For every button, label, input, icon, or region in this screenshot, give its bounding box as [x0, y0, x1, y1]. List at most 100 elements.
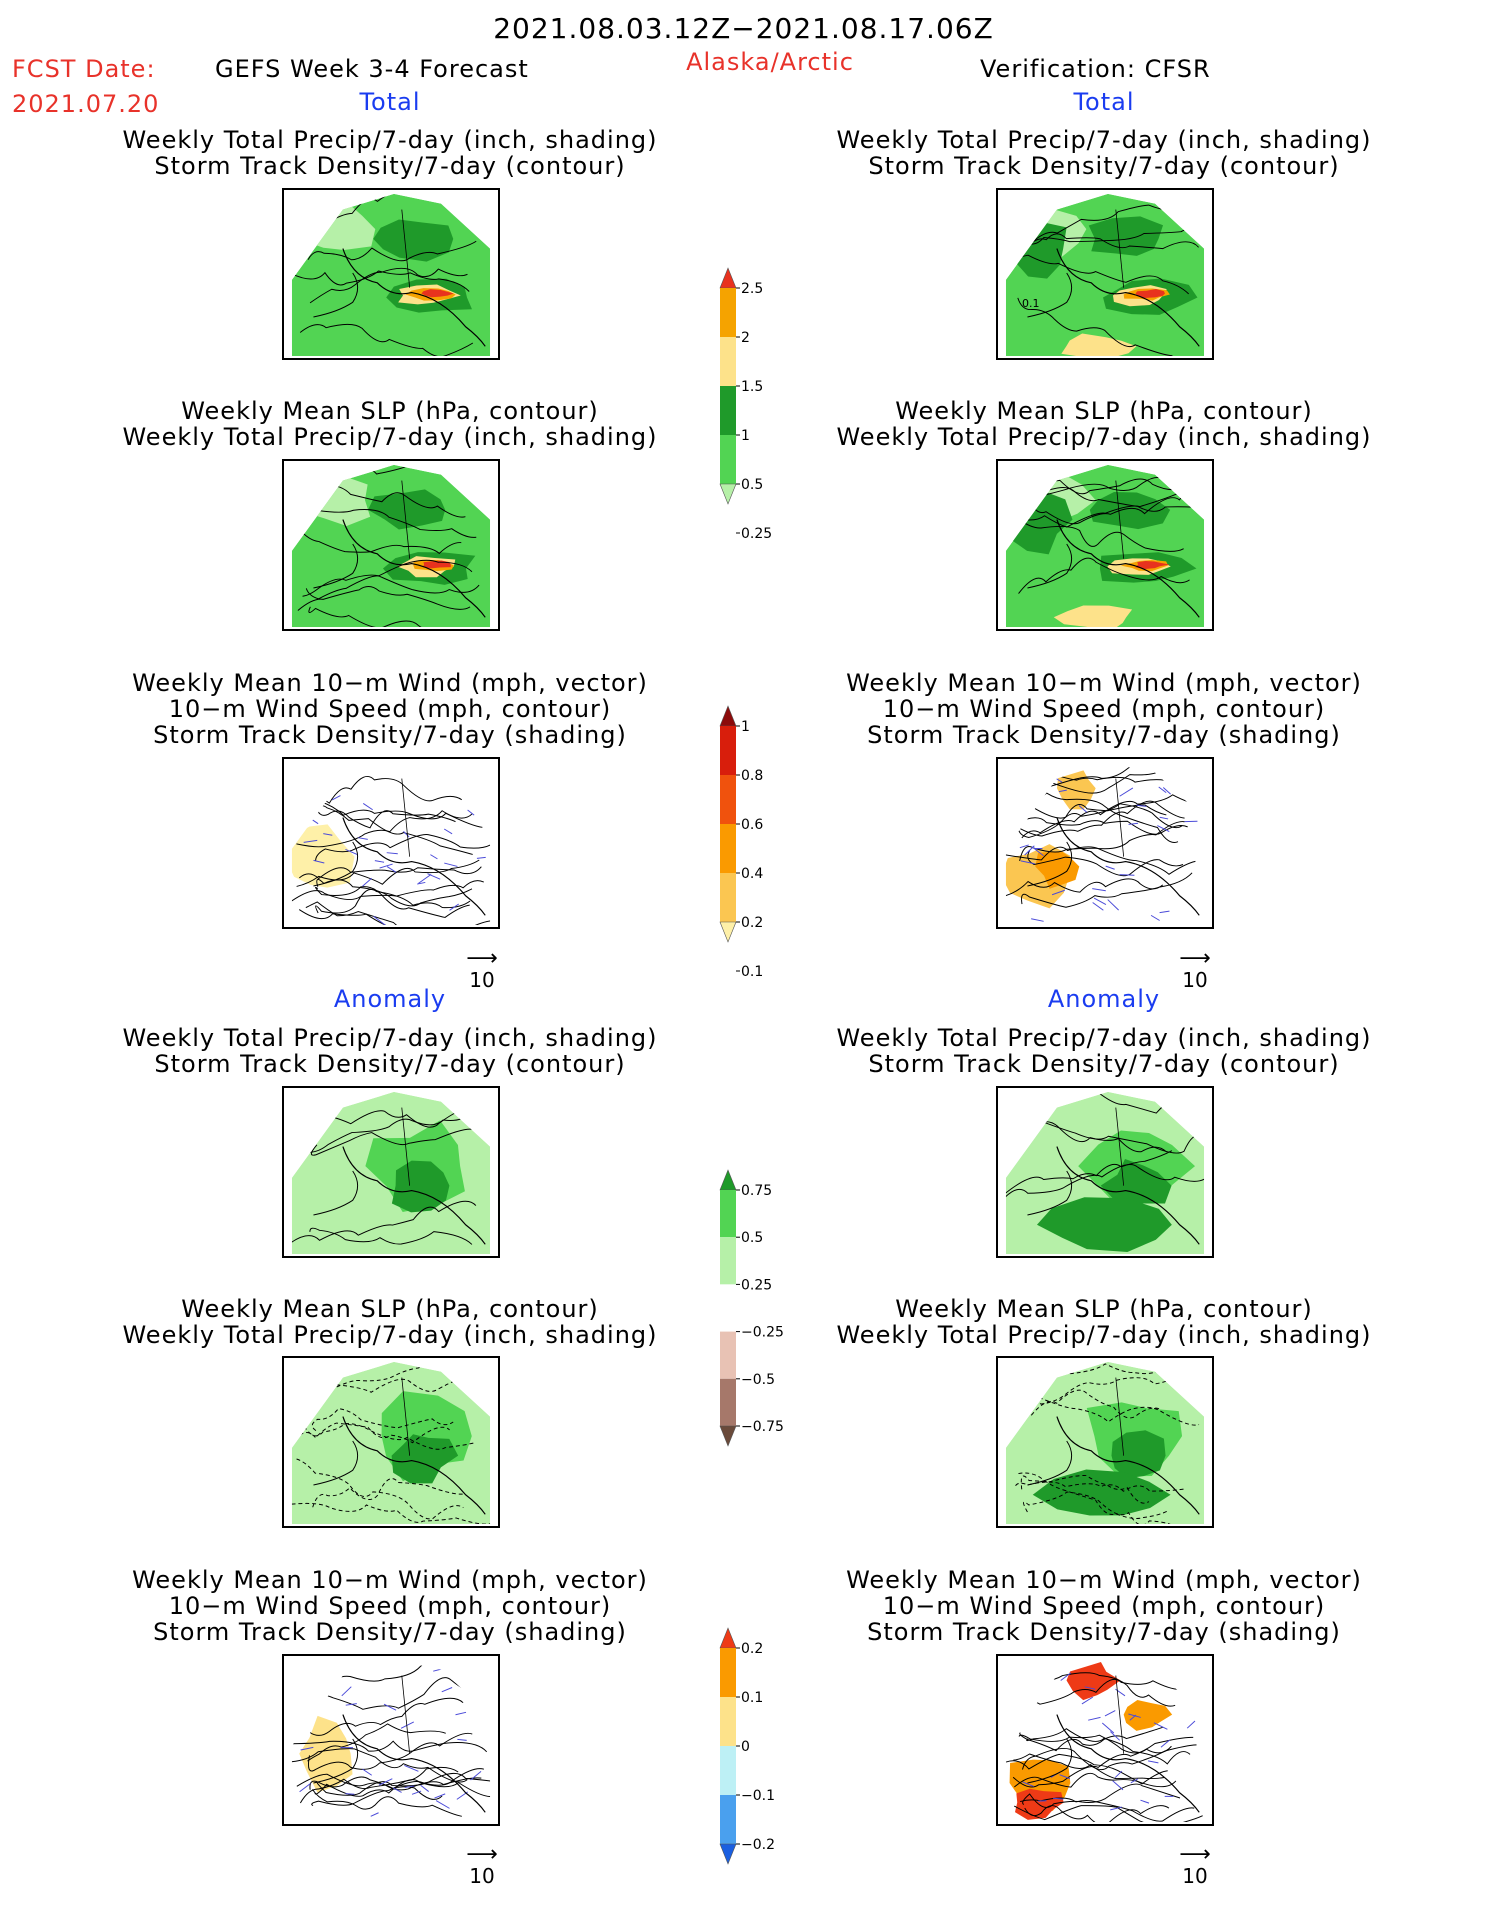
wind-vector: [1150, 914, 1160, 921]
wind-vector: [1110, 1806, 1123, 1811]
border-line: [401, 1107, 411, 1186]
arrow-right-icon: ⟶: [466, 1842, 498, 1867]
colorbar-segment: [719, 1627, 737, 1649]
colorbar-segment: [720, 824, 736, 873]
contour-line: [1017, 803, 1183, 838]
wind-vector: [373, 915, 387, 926]
contour-line: [1018, 557, 1190, 594]
contour-line: [291, 270, 470, 292]
wind-vector: [1119, 874, 1135, 876]
colorbar-label: 0.1: [741, 1690, 763, 1706]
contour-line: [291, 1502, 491, 1525]
coastline: [313, 543, 359, 589]
map-canvas: [291, 1659, 491, 1823]
wind-vector: [1055, 1671, 1065, 1674]
contour-line: [311, 1768, 485, 1806]
coastline: [1056, 1416, 1200, 1515]
wind-vector: [449, 1670, 456, 1677]
contour-line: [309, 267, 468, 304]
contour-line: [297, 586, 471, 611]
wind-vector: [1105, 865, 1115, 870]
section-total-left: Total: [359, 88, 421, 116]
coastline: [313, 1440, 359, 1486]
contour-line: [311, 1789, 462, 1817]
colorbar-segment: [719, 267, 737, 289]
coastline: [342, 1416, 486, 1515]
shade-base: [291, 762, 491, 926]
coastline: [313, 272, 359, 318]
map-canvas: [1005, 1361, 1205, 1525]
contour-line: [1020, 1373, 1180, 1408]
colorbar-segment: [720, 1648, 736, 1697]
panel-title: Weekly Mean 10−m Wind (mph, vector) 10−m …: [846, 1566, 1362, 1646]
wind-vector: [1020, 860, 1035, 865]
contour-line: [296, 859, 480, 887]
panel-title: Weekly Total Precip/7-day (inch, shading…: [122, 1024, 658, 1078]
contour-line: [294, 1422, 450, 1444]
contour-line: [1013, 1805, 1203, 1823]
arrow-right-icon: ⟶: [466, 946, 498, 971]
contour-line: [296, 1458, 464, 1520]
colorbar-label: 0.5: [741, 1230, 763, 1246]
colorbar-label: 0: [741, 1739, 750, 1755]
vector-reference: ⟶ 10: [462, 1842, 502, 1889]
wind-vector: [1092, 888, 1106, 892]
colorbar-segment: [719, 1425, 737, 1447]
wind-vector: [383, 1703, 397, 1711]
wind-vector: [370, 1812, 379, 1817]
wind-vector: [1051, 889, 1065, 896]
colorbar-label: 0.8: [741, 768, 763, 784]
wind-vector: [1159, 910, 1170, 914]
wind-vector: [1060, 1672, 1072, 1681]
colorbar-segment: [720, 288, 736, 337]
contour-line: [1022, 1783, 1181, 1808]
coastline: [1027, 543, 1073, 589]
wind-vector: [379, 863, 393, 869]
map-total-precip-storm-verification: [996, 188, 1214, 360]
coastline: [313, 1170, 359, 1216]
contour-line: [307, 240, 477, 262]
region-label: Alaska/Arctic: [686, 48, 854, 76]
shade-region: [1123, 1700, 1173, 1731]
colorbar-label: −0.25: [741, 1325, 784, 1341]
shade-region: [297, 476, 371, 526]
wind-vector: [441, 1687, 453, 1693]
border-line: [1115, 1377, 1125, 1456]
wind-vector: [392, 1787, 402, 1793]
border-line: [1115, 1675, 1125, 1754]
wind-vector: [362, 1768, 373, 1776]
fcst-date-label: FCST Date:: [12, 55, 156, 83]
colorbar-label: 0.2: [741, 915, 763, 931]
coastline: [313, 1738, 359, 1784]
contour-line: [1012, 254, 1189, 295]
wind-vector: [435, 1800, 450, 1809]
wind-vector: [1129, 1714, 1137, 1721]
map-canvas: [291, 464, 491, 628]
coastline: [342, 248, 486, 347]
colorbar-graphic: 0.75 0.5 0.25 −0.25 −0.5 −0.75: [719, 1169, 784, 1447]
forecast-title: GEFS Week 3-4 Forecast: [215, 55, 529, 83]
shade-region: [368, 489, 446, 530]
contour-line: [315, 886, 470, 918]
border-line: [1115, 480, 1125, 559]
contour-line: [1014, 1772, 1177, 1788]
wind-vector: [449, 903, 460, 911]
contour-line: [299, 323, 474, 357]
contour-line: [1023, 1491, 1182, 1525]
wind-vector: [1052, 1797, 1064, 1800]
panel-title: Weekly Total Precip/7-day (inch, shading…: [836, 126, 1372, 180]
section-total-right: Total: [1073, 88, 1135, 116]
map-anomaly-precip-storm-forecast: [282, 1086, 500, 1258]
shade-region: [1100, 1159, 1172, 1208]
wind-vector: [418, 873, 432, 884]
wind-vector: [1158, 786, 1167, 793]
map-canvas: [1005, 1659, 1205, 1823]
coastline: [342, 817, 486, 916]
wind-vector: [1186, 1720, 1196, 1729]
wind-vector: [1088, 1716, 1101, 1721]
contour-line: [1024, 1805, 1170, 1823]
shade-region: [1032, 1469, 1171, 1516]
wind-vector: [1119, 787, 1134, 797]
coastline: [1027, 272, 1073, 318]
wind-vector: [403, 831, 410, 838]
